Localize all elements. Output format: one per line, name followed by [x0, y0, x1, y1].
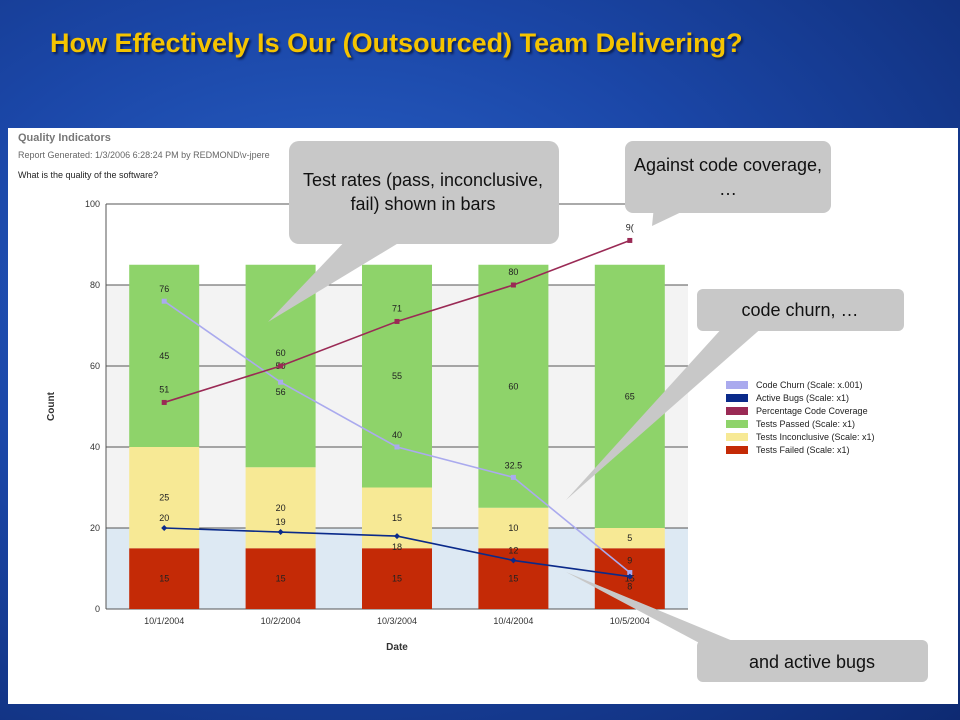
line-point [161, 525, 168, 531]
line-data-label: 8 [627, 582, 632, 592]
x-tick-label: 10/5/2004 [610, 616, 650, 626]
y-tick-label: 40 [90, 442, 100, 452]
line-data-label: 9 [627, 556, 632, 566]
legend-swatch [726, 394, 748, 402]
x-axis-title: Date [386, 642, 408, 653]
y-tick-label: 20 [90, 523, 100, 533]
legend-label: Code Churn (Scale: x.001) [756, 380, 863, 390]
bar-segment [594, 528, 665, 549]
legend-label: Active Bugs (Scale: x1) [756, 393, 849, 403]
y-tick-label: 100 [85, 199, 100, 209]
bar-data-label: 65 [625, 391, 635, 401]
line-data-label: 20 [159, 513, 169, 523]
callout-coverage: Against code coverage, … [633, 154, 823, 199]
callout-test-rates: Test rates (pass, inconclusive, fail) sh… [302, 169, 544, 214]
bar-data-label: 25 [159, 493, 169, 503]
line-data-label: 32.5 [505, 460, 523, 470]
line-point [161, 399, 167, 405]
bar-data-label: 15 [159, 574, 169, 584]
line-point [278, 379, 284, 385]
bar-segment [478, 507, 549, 549]
legend-label: Tests Failed (Scale: x1) [756, 445, 850, 455]
bar-segment [129, 264, 200, 447]
bar-data-label: 55 [392, 371, 402, 381]
legend-swatch [726, 407, 748, 415]
line-point [510, 282, 516, 288]
bar-data-label: 60 [508, 381, 518, 391]
line-point [277, 529, 284, 536]
legend-label: Tests Passed (Scale: x1) [756, 419, 855, 429]
legend-label: Percentage Code Coverage [756, 406, 868, 416]
line-point [394, 318, 400, 324]
line-data-label: 80 [508, 267, 518, 277]
bar-segment [129, 548, 200, 609]
line-point [394, 533, 400, 540]
y-tick-label: 60 [90, 361, 100, 371]
bar-segment [478, 264, 549, 508]
line-data-label: 60 [276, 348, 286, 358]
y-axis-title: Count [46, 391, 57, 421]
line-data-label: 19 [276, 517, 286, 527]
x-tick-label: 10/2/2004 [261, 616, 301, 626]
y-tick-label: 80 [90, 280, 100, 290]
x-tick-label: 10/3/2004 [377, 616, 417, 626]
bar-segment [129, 447, 200, 549]
callout-churn: code churn, … [741, 299, 859, 320]
bar-data-label: 20 [276, 503, 286, 513]
bar-segment [245, 548, 316, 609]
line-point [627, 237, 633, 243]
bar-data-label: 45 [159, 351, 169, 361]
y-tick-label: 0 [95, 604, 100, 614]
legend-label: Tests Inconclusive (Scale: x1) [756, 432, 875, 442]
line-point [161, 298, 167, 304]
line-data-label: 76 [159, 284, 169, 294]
bar-data-label: 5 [627, 533, 632, 543]
bar-data-label: 10 [508, 523, 518, 533]
line-point [394, 444, 400, 450]
bar-data-label: 15 [276, 574, 286, 584]
legend-swatch [726, 446, 748, 454]
legend-swatch [726, 420, 748, 428]
report-question: What is the quality of the software? [18, 170, 159, 180]
bar-segment [362, 548, 432, 609]
bar-data-label: 15 [392, 513, 402, 523]
legend-swatch [726, 381, 748, 389]
bar-data-label: 15 [508, 574, 518, 584]
line-point [510, 557, 517, 564]
line-data-label: 51 [159, 384, 169, 394]
slide-title: How Effectively Is Our (Outsourced) Team… [50, 28, 743, 58]
line-point [278, 363, 284, 369]
line-point [510, 474, 516, 480]
callout-bugs: and active bugs [748, 651, 876, 672]
x-tick-label: 10/1/2004 [144, 616, 184, 626]
line-data-label: 18 [392, 542, 402, 552]
x-tick-label: 10/4/2004 [493, 616, 533, 626]
line-data-label: 71 [392, 303, 402, 313]
report-generated-line: Report Generated: 1/3/2006 6:28:24 PM by… [18, 150, 270, 160]
report-title: Quality Indicators [18, 132, 111, 144]
line-data-label: 40 [392, 430, 402, 440]
line-data-label: 12 [508, 545, 518, 555]
legend-swatch [726, 433, 748, 441]
bar-data-label: 15 [392, 574, 402, 584]
line-data-label: 56 [276, 387, 286, 397]
line-data-label: 9( [626, 222, 634, 232]
